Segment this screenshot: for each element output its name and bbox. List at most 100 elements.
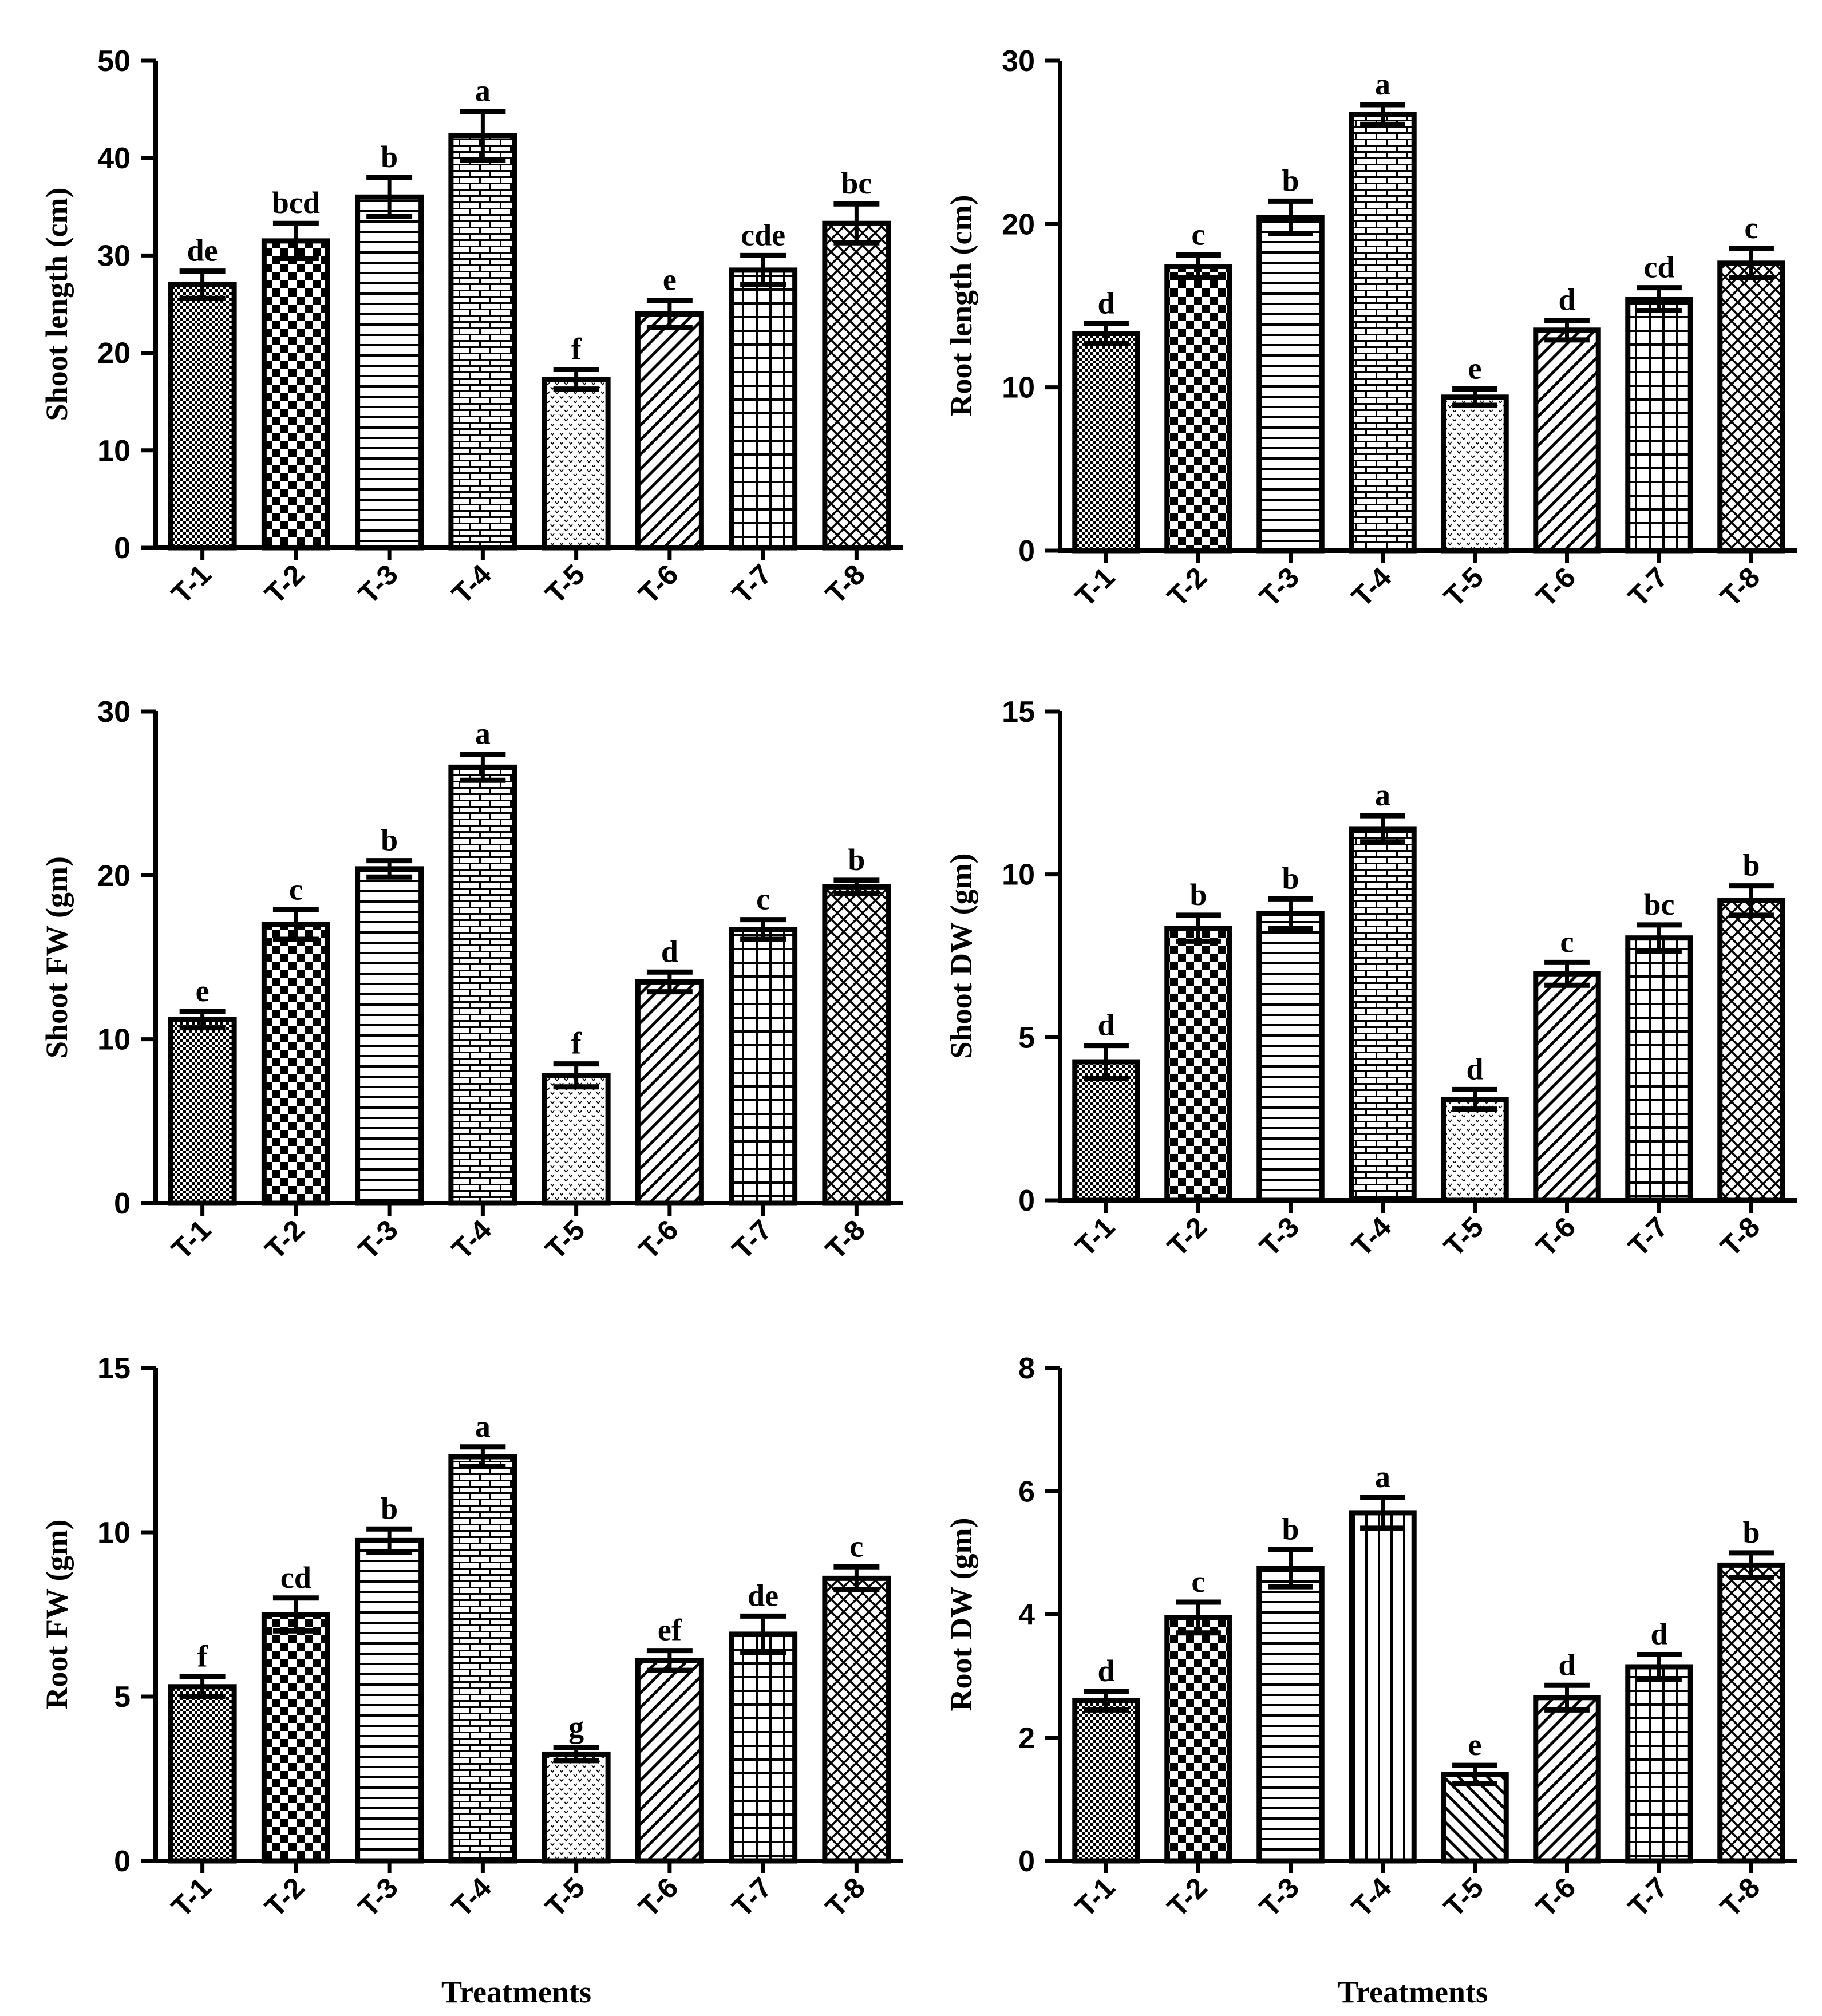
- y-tick-label: 0: [114, 1845, 131, 1878]
- error-bar-t-6: [1544, 959, 1590, 988]
- significance-letter: c: [1192, 218, 1206, 252]
- x-tick-label: T-8: [819, 1213, 871, 1266]
- bar-t-5: [1441, 1772, 1509, 1864]
- x-tick-label: T-4: [445, 1871, 497, 1923]
- error-bar-t-2: [272, 220, 319, 262]
- bar-t-2: [1164, 264, 1232, 554]
- significance-letter: c: [1192, 1564, 1206, 1599]
- error-bar-t-7: [740, 252, 786, 287]
- significance-letter: c: [1560, 924, 1574, 959]
- significance-letter: b: [848, 843, 865, 877]
- significance-letter: b: [381, 140, 398, 174]
- bar-t-8: [822, 1575, 891, 1864]
- bar-t-8: [1717, 1562, 1785, 1864]
- y-tick-label: 2: [1018, 1722, 1035, 1755]
- bar-t-3: [355, 1537, 424, 1864]
- significance-letter: cde: [741, 218, 785, 252]
- y-tick-label: 10: [97, 1023, 131, 1057]
- y-axis-title: Shoot FW (gm): [39, 856, 74, 1058]
- x-tick-label: T-7: [726, 1213, 778, 1266]
- x-tick-label: T-1: [1069, 561, 1121, 613]
- bar-t-3: [355, 194, 424, 551]
- chart-panel-2: d T-1 c T-2 b T-3 a T-4 e T-5 d T-6 cd T-7 c T-8 0 10 20 30…: [944, 45, 1797, 613]
- x-tick-label: T-1: [165, 1213, 218, 1266]
- x-tick-label: T-4: [445, 1213, 497, 1266]
- bar-t-6: [635, 311, 704, 551]
- x-tick-label: T-6: [1530, 1211, 1582, 1263]
- y-tick-label: 6: [1018, 1475, 1035, 1508]
- y-tick-label: 8: [1018, 1352, 1035, 1385]
- error-bar-t-1: [179, 1009, 226, 1031]
- y-tick-label: 20: [97, 859, 131, 892]
- error-bar-t-5: [553, 367, 599, 392]
- significance-letter: d: [1650, 1616, 1667, 1651]
- error-bar-t-7: [740, 917, 786, 942]
- bar-t-3: [1256, 215, 1325, 554]
- x-tick-label: T-2: [1161, 561, 1214, 613]
- error-bar-t-2: [1176, 252, 1221, 280]
- x-tick-label: T-3: [352, 1871, 404, 1923]
- bar-t-1: [1072, 1698, 1140, 1864]
- x-tick-label: T-3: [1254, 1211, 1306, 1263]
- significance-letter: d: [1097, 1654, 1114, 1688]
- significance-letter: e: [196, 974, 210, 1008]
- bar-t-1: [168, 1684, 237, 1864]
- bar-t-2: [1164, 1615, 1232, 1864]
- x-tick-label: T-5: [539, 1871, 591, 1923]
- error-bar-t-3: [1268, 1547, 1313, 1590]
- bar-t-2: [261, 922, 330, 1206]
- x-tick-label: T-1: [1069, 1211, 1121, 1263]
- bar-t-3: [1256, 1566, 1325, 1864]
- significance-letter: c: [756, 882, 770, 916]
- bar-t-2: [261, 1612, 330, 1864]
- x-tick-label: T-7: [1622, 1871, 1674, 1923]
- bar-t-4: [448, 764, 517, 1206]
- bar-t-8: [822, 884, 891, 1206]
- x-tick-label: T-3: [1254, 561, 1306, 613]
- error-bar-t-3: [1268, 896, 1313, 931]
- bar-t-1: [168, 282, 237, 551]
- error-bar-t-1: [1084, 321, 1129, 346]
- x-tick-label: T-5: [1438, 1211, 1490, 1263]
- significance-letter: a: [1375, 67, 1390, 101]
- x-tick-label: T-3: [352, 1213, 404, 1266]
- bar-t-4: [1349, 826, 1417, 1203]
- x-tick-label: T-8: [1714, 1211, 1766, 1263]
- significance-letter: d: [1558, 1647, 1575, 1682]
- bar-t-5: [542, 1751, 611, 1864]
- bar-t-2: [1164, 926, 1232, 1203]
- y-tick-label: 10: [97, 1516, 131, 1549]
- significance-letter: b: [1282, 1512, 1299, 1546]
- y-tick-label: 5: [1018, 1021, 1035, 1054]
- error-bar-t-2: [1176, 912, 1221, 944]
- significance-letter: cd: [280, 1560, 311, 1595]
- bar-t-5: [542, 377, 611, 551]
- bar-t-4: [448, 133, 517, 551]
- x-tick-label: T-2: [259, 558, 311, 610]
- x-axis-title-left: Treatments: [441, 1975, 591, 2009]
- error-bar-t-7: [1637, 922, 1682, 954]
- error-bar-t-5: [1452, 1086, 1497, 1112]
- y-tick-label: 40: [97, 142, 131, 175]
- bar-t-3: [1256, 911, 1325, 1203]
- error-bar-t-3: [366, 858, 413, 880]
- error-bar-t-1: [1084, 1043, 1129, 1081]
- y-tick-label: 10: [97, 434, 131, 468]
- error-bar-t-1: [179, 1674, 226, 1699]
- x-tick-label: T-4: [445, 558, 497, 610]
- bar-t-4: [1349, 1510, 1417, 1864]
- chart-panel-4: d T-1 b T-2 b T-3 a T-4 d T-5 c T-6 bc T-7 b T-8 0 5 10 15 S…: [944, 695, 1797, 1263]
- significance-letter: a: [1375, 778, 1390, 812]
- significance-letter: f: [197, 1639, 208, 1674]
- x-tick-label: T-8: [819, 558, 871, 610]
- x-tick-label: T-6: [1530, 561, 1582, 613]
- x-axis-title-right: Treatments: [1338, 1975, 1488, 2009]
- x-tick-label: T-2: [1161, 1871, 1214, 1923]
- error-bar-t-4: [1360, 813, 1405, 845]
- x-tick-label: T-8: [819, 1871, 871, 1923]
- significance-letter: a: [475, 1409, 491, 1444]
- error-bar-t-3: [366, 1526, 413, 1555]
- significance-letter: b: [1282, 163, 1299, 197]
- significance-letter: a: [475, 74, 491, 108]
- y-tick-label: 20: [97, 337, 131, 370]
